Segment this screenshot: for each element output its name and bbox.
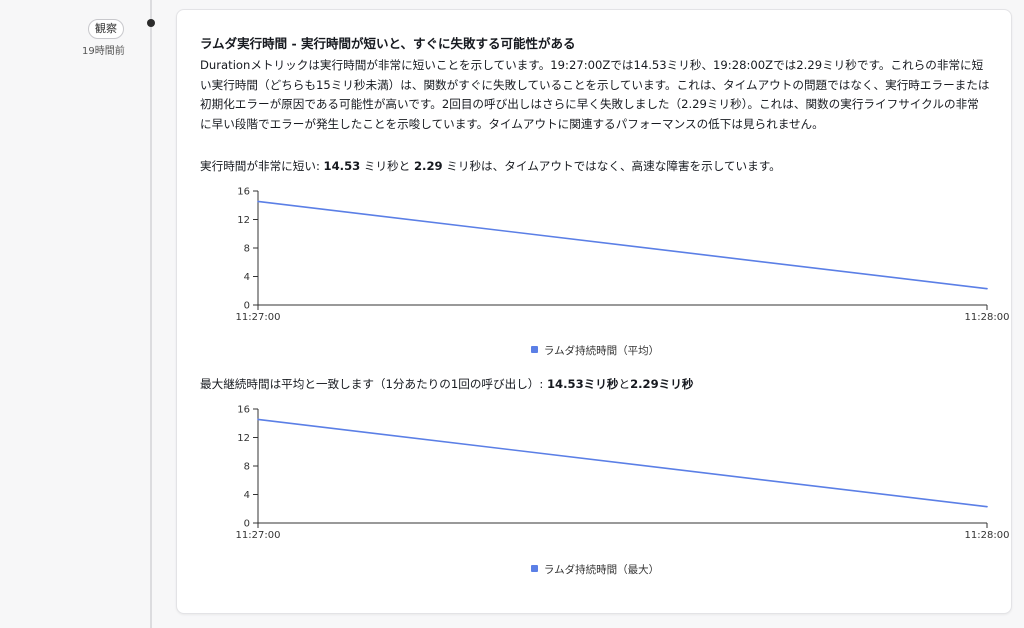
chart-2-legend[interactable]: ラムダ持続時間（最大） xyxy=(177,562,1013,577)
timeline-line xyxy=(150,0,152,628)
card-body: Durationメトリックは実行時間が非常に短いことを示しています。19:27:… xyxy=(200,58,990,131)
chart-2-heading-value-1: 14.53ミリ秒 xyxy=(546,377,619,391)
y-tick-label: 12 xyxy=(237,215,250,226)
chart-1-heading-mid: ミリ秒と xyxy=(360,159,414,173)
y-tick-label: 12 xyxy=(237,433,250,444)
y-tick-label: 4 xyxy=(244,490,250,501)
chart-2-heading-value-2: 2.29ミリ秒 xyxy=(630,377,694,391)
observation-card: ラムダ実行時間 - 実行時間が短いと、すぐに失敗する可能性がある Duratio… xyxy=(176,9,1012,614)
series-line xyxy=(257,418,988,508)
y-tick-label: 4 xyxy=(244,272,250,283)
y-tick-label: 16 xyxy=(237,187,250,198)
chart-1-legend[interactable]: ラムダ持続時間（平均） xyxy=(177,343,1013,358)
x-tick-label: 11:28:00 xyxy=(965,530,1010,541)
data-point[interactable] xyxy=(257,418,259,421)
y-tick-label: 8 xyxy=(244,462,250,473)
x-tick-label: 11:27:00 xyxy=(236,530,281,541)
chart-2-legend-label: ラムダ持続時間（最大） xyxy=(543,564,660,576)
timestamp: 19時間前 xyxy=(82,46,125,57)
observation-badge: 観察 xyxy=(88,19,124,39)
y-tick-label: 0 xyxy=(244,301,250,312)
chart-1-heading-post: ミリ秒は、タイムアウトではなく、高速な障害を示しています。 xyxy=(442,159,781,173)
chart-1-heading: 実行時間が非常に短い: 14.53 ミリ秒と 2.29 ミリ秒は、タイムアウトで… xyxy=(200,158,781,174)
chart-1-svg: 0 4 8 12 16 11:27:00 11:28:00 xyxy=(236,187,1010,324)
chart-2-heading-pre: 最大継続時間は平均と一致します（1分あたりの1回の呼び出し）: xyxy=(200,377,547,391)
chart-1-heading-value-1: 14.53 xyxy=(323,159,361,173)
timeline-dot xyxy=(147,19,155,27)
chart-2-heading-mid: と xyxy=(618,377,631,391)
chart-2-heading: 最大継続時間は平均と一致します（1分あたりの1回の呼び出し）: 14.53ミリ秒… xyxy=(200,376,693,392)
card-title: ラムダ実行時間 - 実行時間が短いと、すぐに失敗する可能性がある xyxy=(200,36,576,51)
chart-1-legend-swatch xyxy=(530,346,538,353)
x-tick-label: 11:27:00 xyxy=(236,312,281,323)
series-line xyxy=(257,200,988,290)
chart-2: 0 4 8 12 16 11:27:00 11:28:00 xyxy=(177,403,1013,553)
chart-1-legend-label: ラムダ持続時間（平均） xyxy=(543,345,660,357)
chart-2-svg: 0 4 8 12 16 11:27:00 11:28:00 xyxy=(236,405,1010,542)
y-tick-label: 16 xyxy=(237,405,250,416)
chart-2-legend-swatch xyxy=(530,565,538,572)
y-tick-label: 0 xyxy=(244,519,250,530)
chart-1-heading-pre: 実行時間が非常に短い: xyxy=(200,159,324,173)
y-tick-label: 8 xyxy=(244,244,250,255)
chart-1-heading-value-2: 2.29 xyxy=(413,159,443,173)
data-point[interactable] xyxy=(986,505,988,508)
x-tick-label: 11:28:00 xyxy=(965,312,1010,323)
data-point[interactable] xyxy=(257,200,259,203)
data-point[interactable] xyxy=(986,287,988,290)
chart-1: 0 4 8 12 16 11:27:00 11:28:00 xyxy=(177,185,1013,335)
